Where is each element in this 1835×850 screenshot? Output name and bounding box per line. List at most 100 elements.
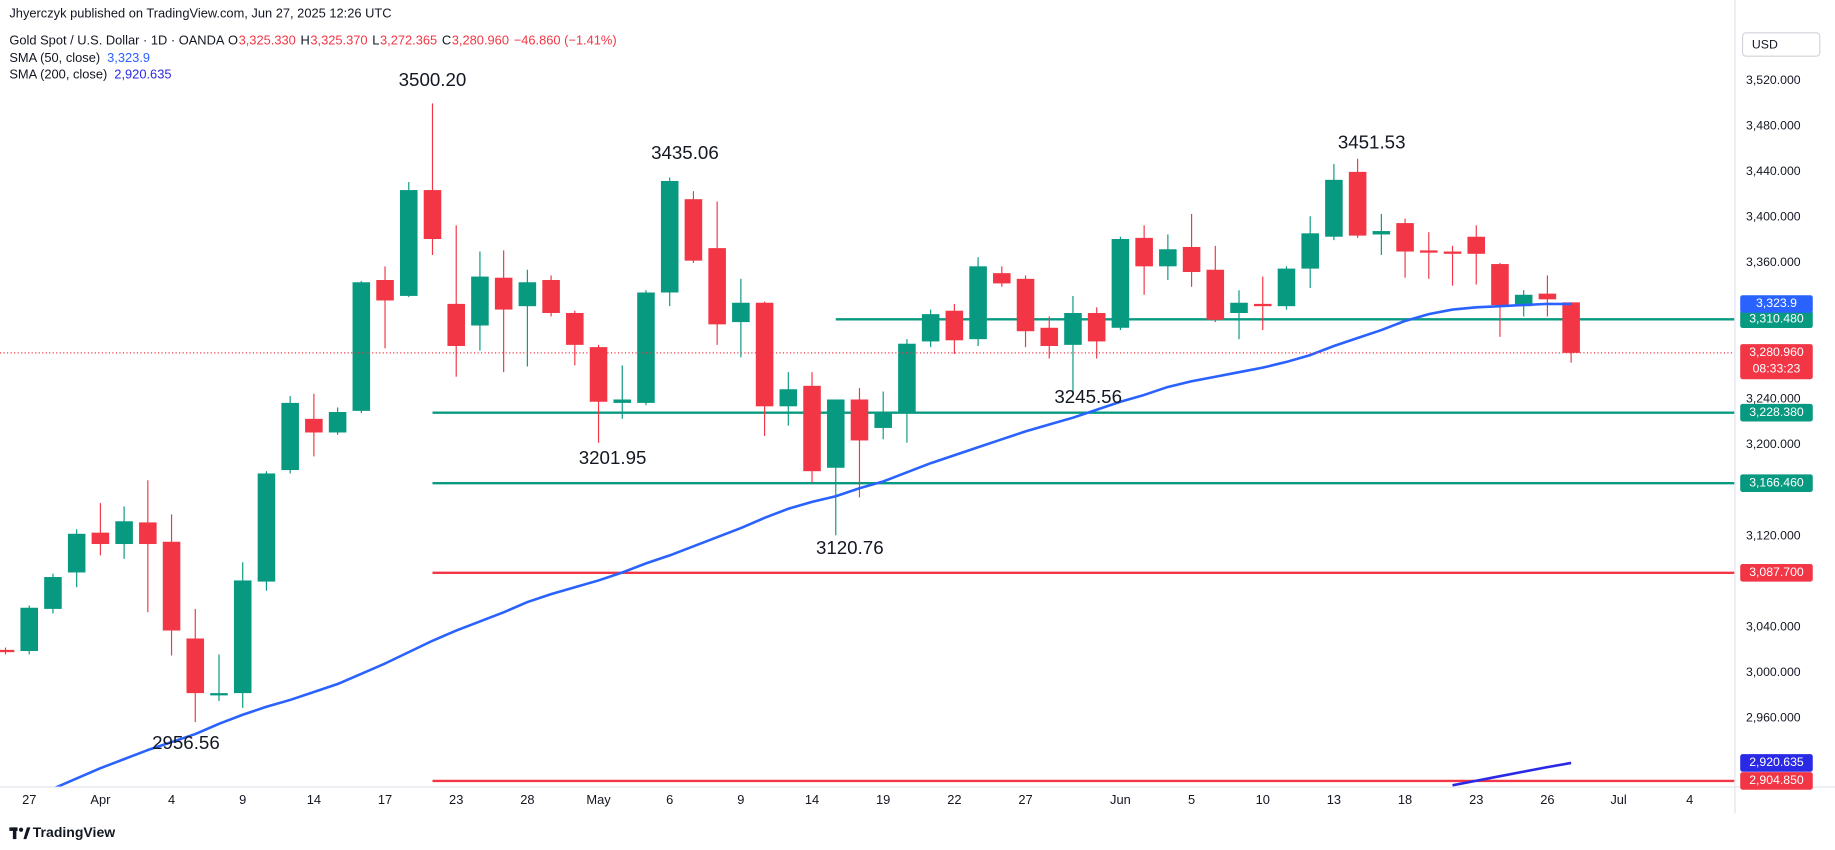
- candle-body: [1159, 249, 1177, 267]
- x-tick-label: 5: [1188, 792, 1195, 807]
- candle-body: [471, 276, 489, 326]
- x-tick-label: May: [586, 792, 611, 807]
- candle-body: [328, 412, 347, 433]
- level-tag: 3,310.480: [1749, 312, 1804, 326]
- price-annotation: 3201.95: [579, 447, 647, 468]
- x-tick-label: 17: [378, 792, 392, 807]
- candle-body: [1562, 302, 1580, 353]
- x-tick-label: 13: [1327, 792, 1341, 807]
- candle-body: [494, 277, 513, 310]
- x-tick-label: 23: [449, 792, 463, 807]
- x-tick-label: 14: [805, 792, 819, 807]
- logo-shape: [12, 827, 17, 840]
- candle-body: [1396, 223, 1414, 252]
- candle-body: [684, 199, 703, 261]
- x-tick-label: 22: [947, 792, 961, 807]
- candle-body: [613, 399, 632, 403]
- candle-body: [423, 190, 442, 240]
- candle-body: [542, 279, 560, 313]
- ohlc-key: L: [372, 32, 379, 47]
- candle-body: [660, 180, 679, 293]
- candle-body: [1277, 268, 1296, 307]
- candle-body: [115, 521, 133, 545]
- x-tick-label: 14: [307, 792, 321, 807]
- ohlc-value: 3,280.960: [452, 32, 509, 47]
- candle-body: [305, 418, 323, 433]
- change: −46.860 (−1.41%): [514, 32, 617, 47]
- last-price-tag-bg: [1740, 344, 1813, 380]
- y-tick-label: 3,400.000: [1746, 210, 1801, 224]
- candle-body: [1064, 312, 1082, 345]
- x-tick-label: 27: [1018, 792, 1032, 807]
- price-annotation: 3451.53: [1338, 131, 1406, 152]
- footer-logo: [9, 827, 31, 840]
- candle-body: [779, 389, 798, 407]
- candle-body: [1253, 303, 1272, 307]
- x-tick-label: 28: [520, 792, 534, 807]
- candle-body: [376, 279, 394, 301]
- x-tick-label: 10: [1256, 792, 1270, 807]
- sma-line: [54, 302, 1572, 787]
- y-tick-label: 3,200.000: [1746, 437, 1801, 451]
- level-tag-bg: [1740, 310, 1813, 329]
- x-tick-label: 26: [1540, 792, 1554, 807]
- candle-body: [945, 310, 964, 341]
- level-tag-bg: [1740, 474, 1813, 492]
- candle-body: [874, 412, 892, 428]
- candle-body: [186, 638, 205, 694]
- ohlc-value: 3,272.365: [380, 32, 437, 47]
- level-tag: 3,166.460: [1749, 475, 1804, 489]
- candle-body: [1230, 302, 1248, 313]
- ohlc-value: 3,325.370: [310, 32, 367, 47]
- x-tick-label: 9: [737, 792, 744, 807]
- sma-tag: 3,323.9: [1756, 296, 1797, 310]
- logo-shape: [23, 827, 31, 840]
- candle-body: [826, 399, 845, 468]
- candle-body: [1491, 264, 1509, 306]
- price-annotation: 3435.06: [651, 142, 719, 163]
- ohlc-key: O: [228, 32, 238, 47]
- sma-tag: 2,920.635: [1749, 755, 1804, 769]
- candle-body: [921, 314, 940, 342]
- candle-body: [1372, 231, 1391, 235]
- candle-body: [993, 273, 1011, 284]
- candle-body: [281, 402, 299, 471]
- candle-body: [1420, 250, 1438, 253]
- currency-label: USD: [1752, 37, 1778, 51]
- candle-body: [352, 282, 371, 411]
- candle-body: [898, 343, 916, 413]
- candle-body: [518, 282, 537, 307]
- candle-body: [1443, 251, 1462, 254]
- legend-name: SMA (200, close): [9, 66, 107, 81]
- candle-body: [1040, 327, 1059, 346]
- legend-value: 2,920.635: [114, 66, 171, 81]
- candle-body: [732, 302, 750, 323]
- ohlc-key: C: [442, 32, 451, 47]
- candle-body: [1111, 239, 1130, 328]
- candle-body: [1135, 237, 1153, 267]
- footer-brand: TradingView: [33, 824, 115, 840]
- price-annotation: 3120.76: [816, 537, 884, 558]
- candle-body: [1087, 312, 1106, 342]
- logo-shape: [18, 827, 24, 832]
- overlay: 3500.20 3435.06 3451.53 3201.95 3120.76 3245.…: [152, 69, 1813, 790]
- currency-box[interactable]: [1741, 32, 1821, 57]
- y-tick-label: 3,440.000: [1746, 164, 1801, 178]
- y-tick-label: 3,480.000: [1746, 119, 1801, 133]
- candle-body: [20, 607, 38, 652]
- plot-area: [0, 103, 1735, 787]
- candle-body: [589, 347, 608, 402]
- price-annotation: 2956.56: [152, 732, 220, 753]
- x-tick-label: 9: [239, 792, 246, 807]
- legend-value: 3,323.9: [107, 50, 150, 65]
- x-tick-label: 18: [1398, 792, 1412, 807]
- candle-body: [803, 385, 821, 472]
- x-tick-label: Jul: [1610, 792, 1626, 807]
- candle-body: [708, 248, 726, 325]
- candle-body: [1538, 293, 1557, 300]
- price-annotation: 3245.56: [1054, 386, 1122, 407]
- candle-body: [1325, 179, 1343, 237]
- candle-body: [399, 190, 418, 296]
